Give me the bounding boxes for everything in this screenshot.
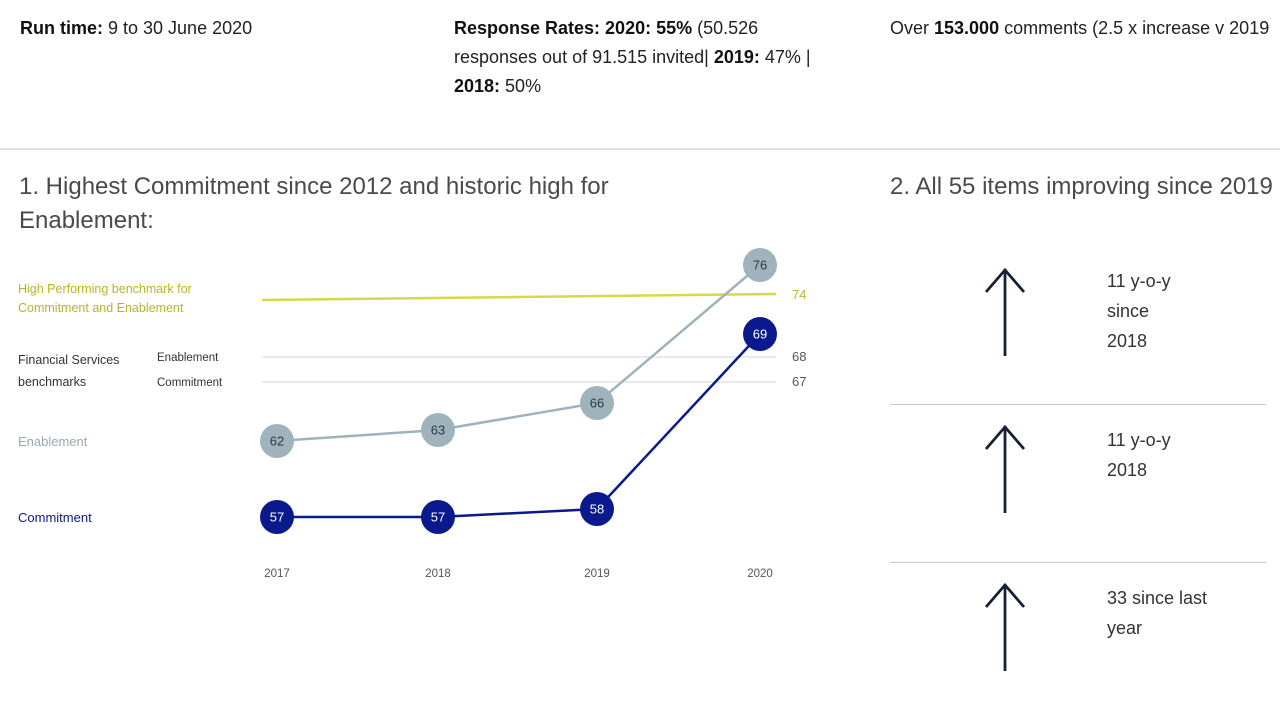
up-arrow-icon: [984, 267, 1026, 356]
high-performing-benchmark-value: 74: [792, 287, 806, 302]
response-rate-text: (50.526 responses out of 91.515 invited|: [454, 18, 759, 67]
commitment-enablement-chart: 74 High Performing benchmark for Commitmen…: [18, 248, 806, 580]
high-performing-benchmark-label: Commitment and Enablement: [18, 301, 184, 315]
response-2019-value: 47% |: [759, 47, 811, 67]
enablement-point: [743, 248, 777, 282]
high-performing-benchmark-line: [261, 292, 777, 302]
up-arrow-icon: [984, 424, 1026, 513]
commitment-data-label: 69: [753, 327, 767, 342]
commitment-data-label: 58: [590, 502, 604, 517]
run-time-value: 9 to 30 June 2020: [103, 18, 253, 38]
run-time-label: Run time:: [20, 18, 103, 38]
enablement-series-line: [276, 264, 761, 443]
x-tick-label: 2020: [747, 568, 773, 580]
comments-suffix: comments (2.5 x increase v 2019: [999, 18, 1270, 38]
commitment-data-label: 57: [431, 510, 445, 525]
enablement-data-label: 62: [270, 434, 284, 449]
response-2018-value: 50%: [500, 76, 542, 96]
improvement-item-text: 11 y-o-y since 2018: [1107, 271, 1171, 351]
commitment-point: [421, 500, 455, 534]
commitment-data-label: 57: [270, 510, 284, 525]
fs-enablement-benchmark-label: Enablement: [157, 352, 219, 364]
x-tick-label: 2018: [425, 568, 451, 580]
items-section-title: 2. All 55 items improving since 2019: [890, 173, 1273, 200]
commitment-series-label: Commitment: [18, 510, 92, 525]
enablement-data-label: 66: [590, 396, 604, 411]
commitment-series-line: [277, 333, 761, 519]
comments-stat: Over 153.000 comments (2.5 x increase v …: [890, 14, 1270, 43]
improvement-item-text: 33 since last year: [1107, 588, 1208, 638]
commitment-point: [260, 500, 294, 534]
header-divider: [0, 148, 1280, 150]
enablement-data-label: 76: [753, 258, 767, 273]
run-time-stat: Run time: 9 to 30 June 2020: [20, 14, 420, 43]
enablement-point: [421, 413, 455, 447]
comments-count: 153.000: [934, 18, 1000, 38]
response-rate-label: Response Rates: 2020: 55%: [454, 18, 693, 38]
response-2018-label: 2018:: [454, 76, 501, 96]
improvement-item-text: 11 y-o-y 2018: [1107, 430, 1171, 480]
up-arrow-icon: [984, 582, 1026, 671]
fs-commitment-benchmark-value: 67: [792, 374, 806, 389]
x-tick-label: 2019: [584, 568, 610, 580]
fs-commitment-benchmark-label: Commitment: [157, 377, 223, 389]
response-rate-stat: Response Rates: 2020: 55% (50.526 respon…: [454, 14, 814, 101]
fs-benchmarks-group-label: benchmarks: [18, 375, 86, 389]
comments-prefix: Over: [890, 18, 935, 38]
enablement-point: [580, 386, 614, 420]
response-2019-label: 2019:: [713, 47, 760, 67]
x-tick-label: 2017: [264, 568, 290, 580]
fs-benchmarks-group-label: Financial Services: [18, 353, 119, 367]
enablement-series-label: Enablement: [18, 434, 88, 449]
fs-enablement-benchmark-value: 68: [792, 349, 806, 364]
commitment-point: [743, 317, 777, 351]
high-performing-benchmark-label: High Performing benchmark for: [18, 282, 192, 296]
chart-section-title: 1. Highest Commitment since 2012 and his…: [19, 173, 609, 234]
item-divider: [890, 562, 1266, 563]
enablement-data-label: 63: [431, 423, 445, 438]
enablement-point: [260, 424, 294, 458]
item-divider: [890, 404, 1266, 405]
commitment-point: [580, 492, 614, 526]
